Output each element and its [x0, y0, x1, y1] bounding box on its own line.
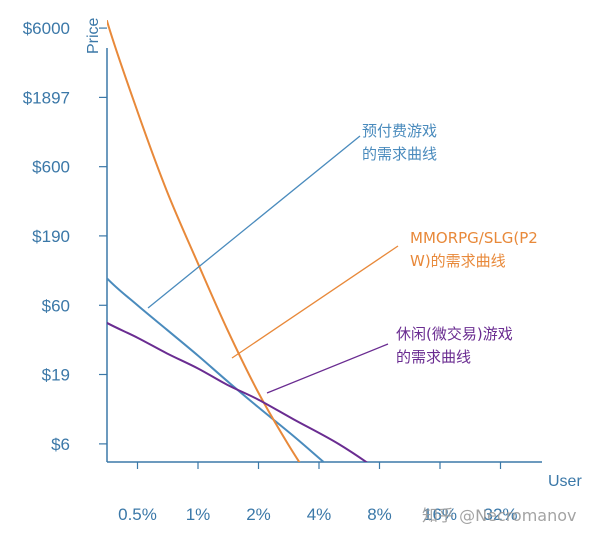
y-tick-group: $6000 $1897 $600 $190 $60 $19 $6 [23, 19, 107, 454]
y-axis-label: Price [85, 17, 102, 54]
annotation-label-2: 的需求曲线 [396, 348, 471, 366]
x-tick-label: 1% [186, 505, 211, 524]
x-tick-group: 0.5% 1% 2% 4% 8% 16% 32% [118, 462, 518, 524]
annotation-leader-2 [266, 343, 389, 394]
watermark: 知乎 @Necromanov [422, 506, 577, 525]
annotation-label-0: 的需求曲线 [362, 145, 437, 163]
x-tick-label: 8% [367, 505, 392, 524]
series-line-0 [107, 276, 326, 462]
annotation-leader-0 [147, 135, 361, 309]
y-tick-label: $1897 [23, 88, 70, 107]
series-lines [107, 20, 368, 462]
series-line-2 [107, 321, 368, 462]
series-line-1 [107, 20, 301, 462]
y-tick-label: $19 [42, 366, 70, 385]
annotation-leader-1 [231, 245, 399, 359]
x-tick-label: 16% [423, 505, 457, 524]
y-tick-label: $190 [32, 227, 70, 246]
x-tick-label: 0.5% [118, 505, 157, 524]
annotation-label-2: 休闲(微交易)游戏 [396, 325, 513, 343]
x-tick-label: 32% [483, 505, 517, 524]
annotation-label-0: 预付费游戏 [362, 122, 437, 140]
annotations: 预付费游戏的需求曲线MMORPG/SLG(P2W)的需求曲线休闲(微交易)游戏的… [147, 122, 538, 394]
annotation-label-1: W)的需求曲线 [410, 252, 506, 270]
x-tick-label: 2% [246, 505, 271, 524]
y-tick-label: $6000 [23, 19, 70, 38]
x-tick-label: 4% [307, 505, 332, 524]
y-tick-label: $6 [51, 435, 70, 454]
y-tick-label: $60 [42, 296, 70, 315]
y-tick-label: $600 [32, 158, 70, 177]
x-axis-label: User [548, 473, 582, 490]
annotation-label-1: MMORPG/SLG(P2 [410, 229, 538, 247]
